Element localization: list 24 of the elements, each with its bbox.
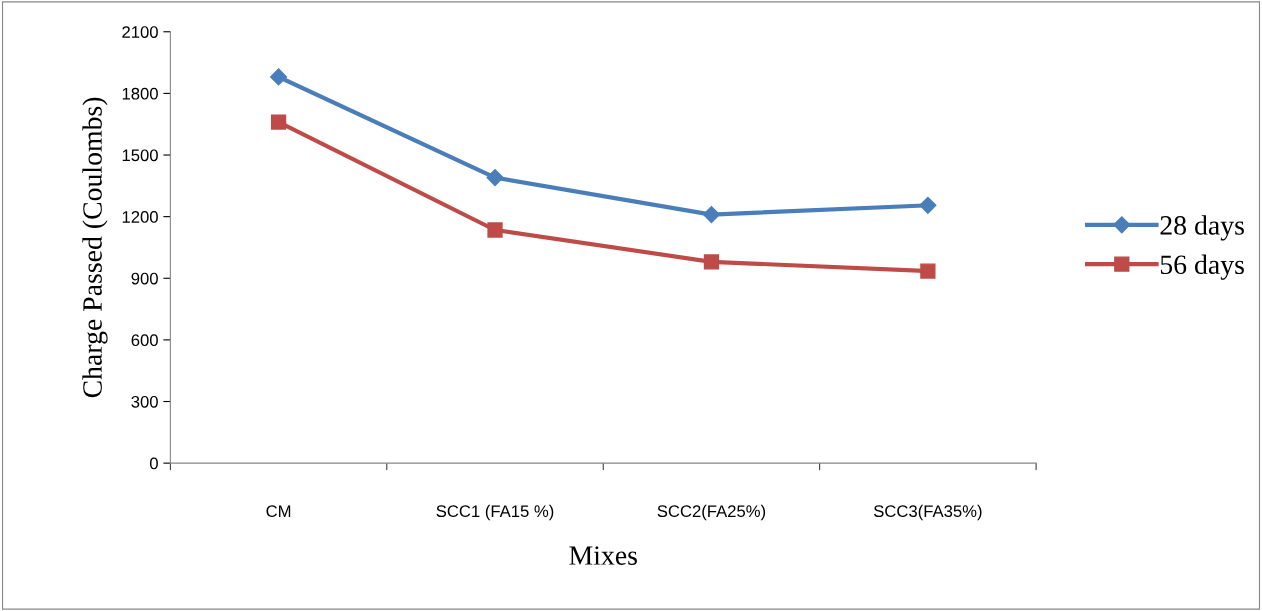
- y-tick-label: 2100: [122, 26, 158, 38]
- point: [702, 206, 721, 224]
- point: [703, 254, 720, 270]
- x-tick-label: SCC2(FA25%): [657, 504, 766, 521]
- legend-label: 56 days: [1160, 254, 1244, 280]
- legend-label: 28 days: [1160, 215, 1244, 241]
- point: [919, 196, 937, 214]
- point: [920, 263, 936, 279]
- y-tick-label: 0: [149, 457, 158, 470]
- x-tick-label: SCC3(FA35%): [874, 504, 982, 521]
- x-tick-label: CM: [266, 505, 291, 518]
- y-tick-label: 600: [131, 334, 158, 347]
- y-axis-title: Charge Passed (Coulombs): [82, 97, 108, 398]
- point: [486, 169, 504, 187]
- point: [270, 68, 288, 86]
- x-tick-label: SCC1 (FA15 %): [436, 504, 554, 521]
- y-tick-label: 900: [131, 272, 158, 285]
- y-tick-label: 1200: [122, 211, 158, 223]
- y-tick-label: 1500: [122, 149, 158, 162]
- x-axis-title: Mixes: [569, 546, 637, 565]
- point: [487, 222, 503, 238]
- y-tick-label: 300: [131, 395, 158, 408]
- point: [270, 114, 287, 130]
- y-tick-label: 1800: [122, 87, 158, 100]
